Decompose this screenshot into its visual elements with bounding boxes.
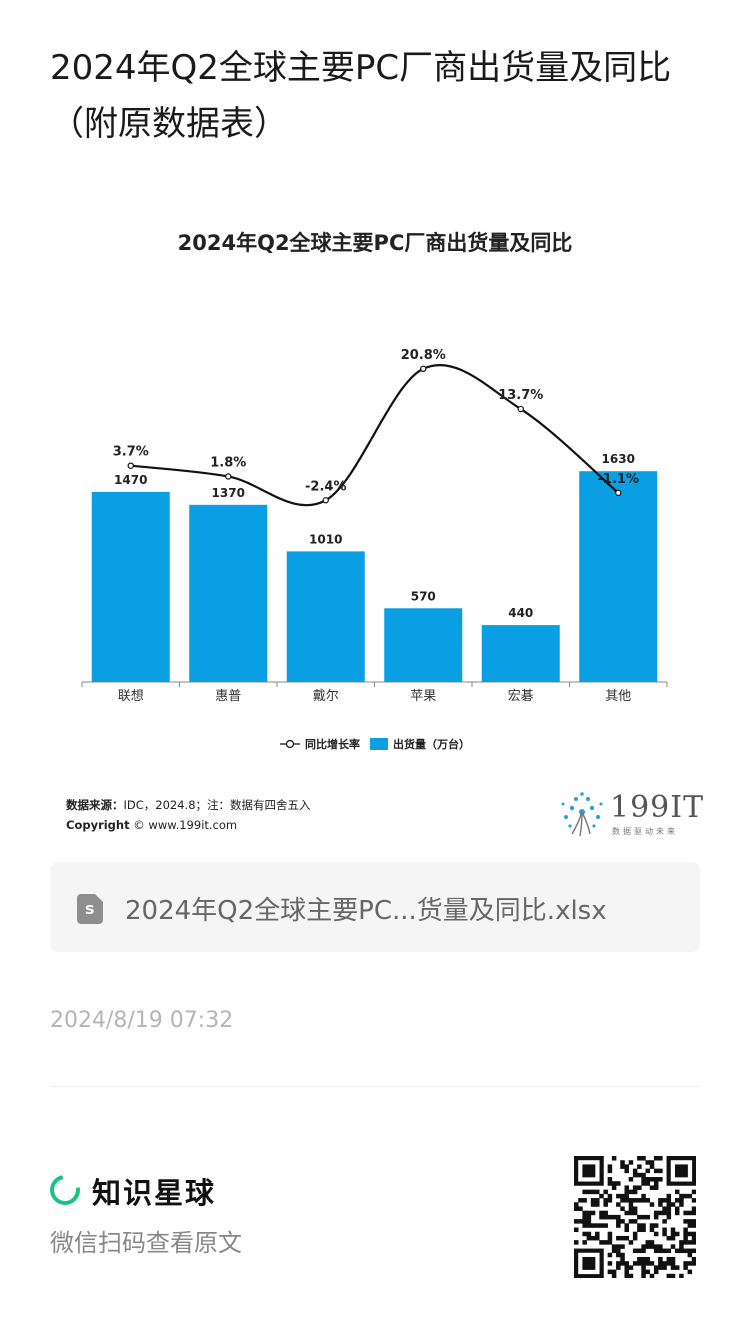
yoy-point: [322, 497, 329, 504]
bar-宏碁: [481, 625, 560, 682]
x-tick-label: 宏碁: [508, 689, 534, 704]
yoy-value-label: 1.8%: [210, 455, 246, 470]
yoy-value-label: 20.8%: [401, 348, 446, 363]
source-label: 数据来源：: [66, 798, 124, 812]
x-tick-label: 惠普: [215, 689, 241, 704]
yoy-point: [225, 473, 232, 480]
bar-惠普: [189, 504, 268, 682]
bar-value-label: 1470: [114, 473, 147, 487]
copyright-text: © www.199it.com: [133, 818, 238, 832]
bar-value-label: 440: [508, 606, 533, 620]
bar-其他: [579, 471, 658, 682]
divider: [50, 1086, 700, 1087]
yoy-value-label: -2.4%: [305, 479, 346, 494]
yoy-point: [127, 462, 134, 469]
bar-value-label: 1630: [602, 452, 635, 466]
post-title: 2024年Q2全球主要PC厂商出货量及同比（附原数据表）: [50, 48, 672, 144]
chart-svg: 2024年Q2全球主要PC厂商出货量及同比 1470 联想 1370 惠普 1010 戴尔 5…: [81, 231, 668, 751]
legend-bar-swatch: [370, 738, 388, 750]
data-source: 数据来源：IDC，2024.8；注：数据有四舍五入 Copyright © ww…: [66, 795, 311, 835]
chart-title: 2024年Q2全球主要PC厂商出货量及同比: [178, 231, 573, 255]
bar-戴尔: [286, 551, 365, 682]
qr-code-icon[interactable]: [574, 1156, 696, 1278]
bar-联想: [91, 491, 170, 682]
legend-line-marker: [285, 739, 295, 749]
brand-name: 知识星球: [92, 1176, 217, 1210]
yoy-point: [517, 405, 524, 413]
yoy-value-label: 13.7%: [498, 388, 543, 403]
bar-value-label: 1370: [212, 486, 245, 500]
logo-tagline: 数据驱动未来: [612, 827, 678, 836]
yoy-point: [420, 365, 427, 372]
chart-image: 2024年Q2全球主要PC厂商出货量及同比 1470 联想 1370 惠普 1010 戴尔 5…: [50, 200, 703, 850]
x-tick-label: 其他: [605, 689, 631, 704]
copyright-label: Copyright: [66, 818, 130, 832]
zsxq-logo-icon: [44, 1169, 86, 1211]
bar-value-label: 570: [411, 589, 436, 603]
logo-text: 199IT: [610, 790, 705, 825]
yoy-point: [615, 489, 622, 497]
yoy-value-label: 3.7%: [113, 445, 149, 460]
yoy-value-label: -1.1%: [598, 472, 639, 487]
bar-苹果: [384, 608, 463, 682]
attachment-file-name[interactable]: 2024年Q2全球主要PC...货量及同比.xlsx: [125, 896, 607, 926]
scan-hint: 微信扫码查看原文: [50, 1229, 242, 1257]
post-timestamp: 2024/8/19 07:32: [50, 1008, 234, 1033]
199it-logo: 199IT 数据驱动未来: [558, 790, 703, 838]
x-tick-label: 戴尔: [313, 689, 339, 704]
attachment-file-card[interactable]: s 2024年Q2全球主要PC...货量及同比.xlsx: [50, 862, 700, 952]
spreadsheet-file-icon: s: [77, 894, 103, 924]
legend-bar-label: 出货量（万台）: [393, 737, 470, 751]
legend-line-label: 同比增长率: [305, 737, 360, 751]
source-text: IDC，2024.8；注：数据有四舍五入: [123, 798, 311, 812]
yoy-growth-line: [130, 363, 619, 507]
dandelion-logo-icon: [561, 792, 603, 837]
bar-value-label: 1010: [309, 532, 342, 546]
x-tick-label: 联想: [118, 688, 144, 704]
x-tick-label: 苹果: [410, 689, 436, 704]
